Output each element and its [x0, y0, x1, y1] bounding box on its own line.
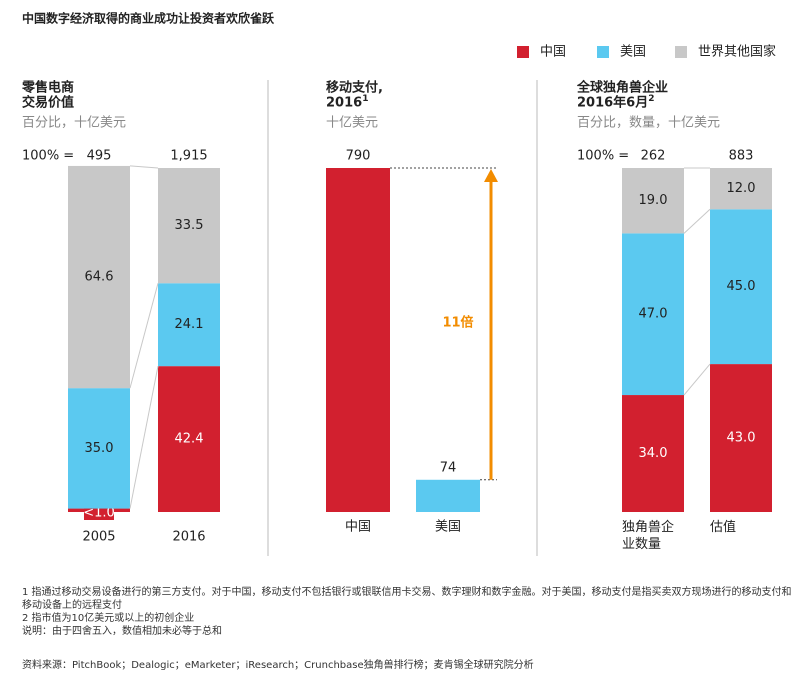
- value-label: 790: [346, 149, 371, 164]
- footnotes: 1 指通过移动交易设备进行的第三方支付。对于中国，移动支付不包括银行或银联信用卡…: [22, 586, 792, 638]
- total-value: 1,915: [170, 149, 207, 164]
- value-label: 74: [440, 460, 457, 475]
- connector: [129, 366, 159, 509]
- x-tick-label: 中国: [345, 520, 371, 535]
- value-label: <1.0: [83, 506, 115, 521]
- bar-segment: [68, 388, 130, 509]
- value-label: 34.0: [639, 446, 668, 461]
- panel-title: 全球独角兽企业: [576, 80, 668, 96]
- bar-segment: [710, 209, 772, 365]
- value-label: 33.5: [175, 218, 204, 233]
- x-tick-label: 2005: [82, 530, 115, 545]
- legend-label: 中国: [540, 45, 566, 60]
- legend-label: 世界其他国家: [698, 44, 776, 60]
- value-label: 24.1: [175, 317, 204, 332]
- panel-title: 移动支付,: [326, 80, 383, 96]
- bar-segment: [158, 283, 220, 367]
- connector: [683, 363, 711, 396]
- legend-swatch: [517, 46, 529, 58]
- value-label: 42.4: [175, 432, 204, 447]
- bar-segment: [622, 233, 684, 396]
- bar-segment: [68, 165, 130, 389]
- annotation: 11倍: [442, 315, 473, 331]
- label-box: [84, 505, 114, 520]
- panel-subtitle: 百分比，数量，十亿美元: [577, 116, 720, 131]
- footnote: 2 指市值为10亿美元或以上的初创企业: [22, 613, 195, 624]
- panel-subtitle: 十亿美元: [326, 116, 378, 131]
- value-label: 45.0: [727, 279, 756, 294]
- total-value: 883: [729, 149, 754, 164]
- panel-subtitle: 百分比，十亿美元: [22, 116, 126, 131]
- page-title: 中国数字经济取得的商业成功让投资者欢欣雀跃: [22, 11, 275, 26]
- panel-title: 零售电商: [21, 80, 74, 96]
- title-note: 2: [648, 94, 654, 104]
- bar-segment: [622, 395, 684, 512]
- x-tick-label: 独角兽企业数量: [622, 520, 675, 552]
- footnote: 说明：由于四舍五入，数值相加未必等于总和: [22, 626, 222, 637]
- arrow-head: [484, 169, 498, 182]
- source: 资料来源：PitchBook；Dealogic；eMarketer；iResea…: [22, 660, 534, 671]
- total-value: 262: [641, 149, 666, 164]
- bar: [326, 168, 390, 512]
- title-note: 1: [362, 94, 368, 104]
- value-label: 35.0: [85, 441, 114, 456]
- connector: [683, 208, 711, 234]
- bar-segment: [710, 364, 772, 512]
- bar-segment: [710, 168, 772, 210]
- footnote: 1 指通过移动交易设备进行的第三方支付。对于中国，移动支付不包括银行或银联信用卡…: [22, 587, 792, 611]
- x-tick-label: 2016: [172, 530, 205, 545]
- panel-title: 2016年6月2: [577, 94, 655, 111]
- total-label: 100% =: [577, 149, 629, 164]
- panel-title: 交易价值: [22, 95, 74, 111]
- x-tick-label: 美国: [435, 520, 461, 535]
- connector: [129, 165, 159, 169]
- legend-label: 美国: [620, 45, 646, 60]
- total-value: 495: [87, 149, 112, 164]
- bar: [416, 479, 480, 512]
- bar-segment: [622, 168, 684, 234]
- bar-segment: [158, 366, 220, 512]
- legend-swatch: [675, 46, 687, 58]
- panel-title: 20161: [326, 94, 368, 111]
- value-label: 43.0: [727, 431, 756, 446]
- connector: [129, 283, 159, 389]
- legend-swatch: [597, 46, 609, 58]
- value-label: 19.0: [639, 193, 668, 208]
- value-label: 64.6: [85, 270, 114, 285]
- x-tick-label: 估值: [710, 520, 737, 535]
- value-label: 12.0: [727, 181, 756, 196]
- value-label: 47.0: [639, 307, 668, 322]
- total-label: 100% =: [22, 149, 74, 164]
- bar-segment: [158, 168, 220, 284]
